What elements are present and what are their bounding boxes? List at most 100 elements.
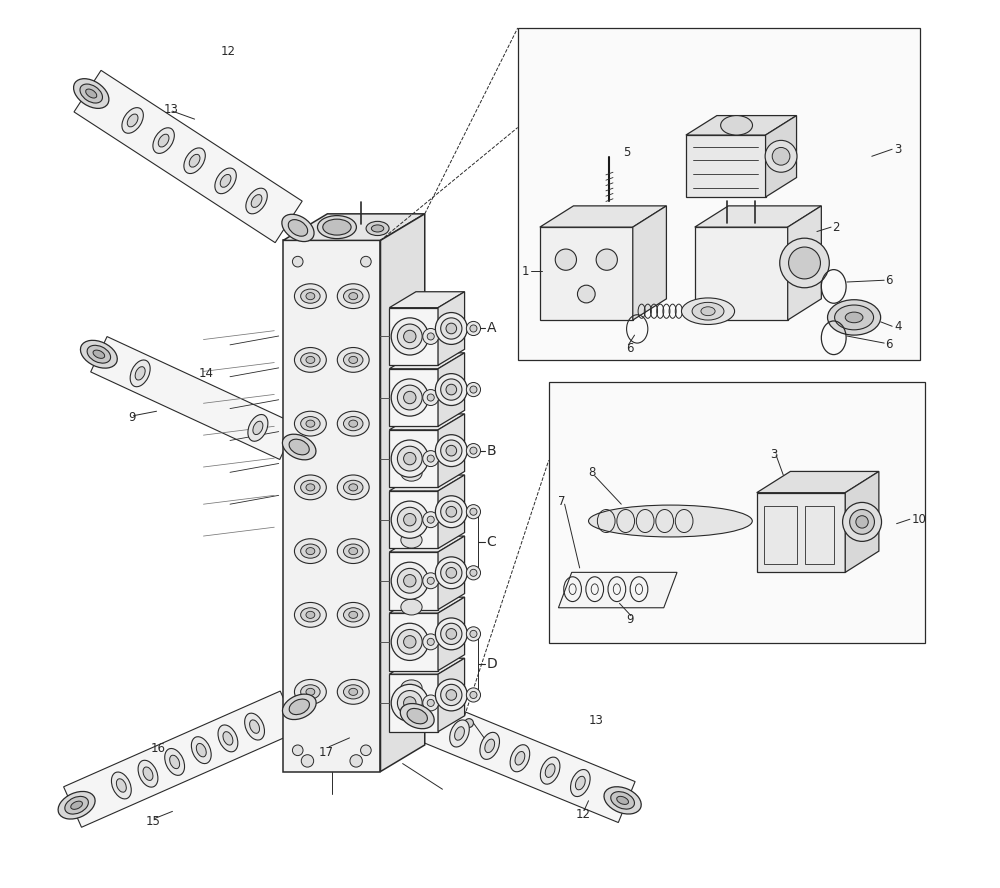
Ellipse shape — [349, 293, 358, 300]
Bar — [549, 382, 925, 643]
Ellipse shape — [294, 679, 326, 704]
Polygon shape — [695, 227, 788, 320]
Text: 16: 16 — [150, 742, 165, 755]
Ellipse shape — [856, 516, 868, 528]
Ellipse shape — [470, 630, 477, 638]
Ellipse shape — [122, 107, 143, 133]
Ellipse shape — [294, 347, 326, 372]
Ellipse shape — [343, 607, 363, 622]
Ellipse shape — [349, 484, 358, 491]
Ellipse shape — [189, 155, 200, 167]
Ellipse shape — [485, 739, 495, 753]
Polygon shape — [389, 369, 438, 426]
Text: 12: 12 — [575, 807, 590, 821]
Polygon shape — [845, 472, 879, 573]
Ellipse shape — [515, 751, 525, 765]
Text: 9: 9 — [627, 613, 634, 626]
Polygon shape — [438, 536, 465, 609]
Ellipse shape — [306, 688, 315, 695]
Ellipse shape — [71, 801, 82, 809]
Text: 13: 13 — [589, 714, 603, 726]
Text: 6: 6 — [885, 274, 893, 287]
Text: 8: 8 — [589, 466, 596, 479]
Ellipse shape — [349, 420, 358, 427]
Ellipse shape — [250, 720, 260, 733]
Ellipse shape — [349, 611, 358, 618]
Text: 11: 11 — [487, 734, 502, 748]
Ellipse shape — [435, 679, 467, 711]
Circle shape — [361, 257, 371, 267]
Polygon shape — [695, 206, 821, 227]
Ellipse shape — [441, 379, 462, 400]
Text: 12: 12 — [221, 45, 236, 59]
Ellipse shape — [245, 713, 264, 740]
Polygon shape — [757, 493, 845, 573]
Polygon shape — [389, 430, 438, 488]
Ellipse shape — [251, 194, 262, 208]
Ellipse shape — [404, 697, 416, 710]
Ellipse shape — [423, 695, 439, 711]
Ellipse shape — [253, 421, 263, 434]
Text: 6: 6 — [626, 342, 633, 355]
Ellipse shape — [692, 303, 724, 320]
Ellipse shape — [441, 440, 462, 461]
Text: 3: 3 — [894, 143, 901, 155]
Ellipse shape — [288, 219, 308, 236]
Ellipse shape — [681, 298, 735, 324]
Polygon shape — [633, 206, 666, 320]
Ellipse shape — [74, 79, 109, 108]
Ellipse shape — [446, 506, 457, 517]
Ellipse shape — [306, 484, 315, 491]
Polygon shape — [389, 414, 465, 430]
Ellipse shape — [223, 732, 233, 745]
Ellipse shape — [446, 629, 457, 639]
Ellipse shape — [404, 452, 416, 464]
Polygon shape — [389, 475, 465, 491]
Ellipse shape — [423, 634, 439, 650]
Ellipse shape — [571, 770, 590, 797]
Ellipse shape — [138, 760, 158, 787]
Ellipse shape — [397, 568, 422, 593]
Text: 3: 3 — [770, 448, 777, 461]
Ellipse shape — [196, 743, 206, 757]
Ellipse shape — [294, 475, 326, 500]
Ellipse shape — [404, 575, 416, 587]
Ellipse shape — [446, 385, 457, 395]
Ellipse shape — [435, 435, 467, 466]
Text: 2: 2 — [832, 220, 839, 234]
Ellipse shape — [401, 532, 422, 548]
Ellipse shape — [294, 411, 326, 436]
Ellipse shape — [80, 340, 117, 369]
Ellipse shape — [435, 557, 467, 589]
Text: 7: 7 — [558, 495, 565, 508]
Text: C: C — [487, 535, 496, 550]
Ellipse shape — [466, 688, 481, 702]
Ellipse shape — [215, 168, 236, 194]
Ellipse shape — [423, 511, 439, 527]
Ellipse shape — [111, 772, 131, 799]
Ellipse shape — [391, 562, 428, 599]
Ellipse shape — [58, 791, 95, 819]
Ellipse shape — [294, 284, 326, 308]
Ellipse shape — [435, 496, 467, 527]
Ellipse shape — [446, 323, 457, 334]
Ellipse shape — [470, 447, 477, 454]
Ellipse shape — [435, 618, 467, 650]
Circle shape — [292, 257, 303, 267]
Ellipse shape — [441, 318, 462, 339]
Polygon shape — [74, 70, 302, 242]
Ellipse shape — [466, 321, 481, 336]
Bar — [805, 506, 834, 564]
Ellipse shape — [450, 720, 469, 747]
Ellipse shape — [446, 567, 457, 578]
Polygon shape — [438, 597, 465, 670]
Ellipse shape — [446, 690, 457, 701]
Polygon shape — [389, 307, 438, 365]
Ellipse shape — [617, 797, 628, 805]
Ellipse shape — [218, 725, 238, 752]
Circle shape — [596, 249, 617, 270]
Ellipse shape — [441, 562, 462, 583]
Ellipse shape — [87, 345, 111, 363]
Polygon shape — [389, 597, 465, 613]
Ellipse shape — [301, 416, 320, 431]
